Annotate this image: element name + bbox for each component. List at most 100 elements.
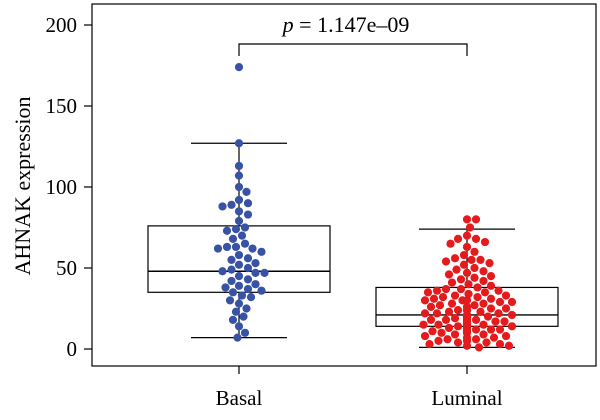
luminal-data-point	[453, 234, 463, 243]
luminal-data-point	[507, 297, 517, 307]
luminal-data-point	[495, 297, 505, 307]
luminal-data-point	[471, 315, 481, 324]
luminal-data-point	[462, 296, 472, 305]
luminal-data-point	[441, 315, 451, 324]
luminal-data-point	[480, 237, 490, 247]
basal-data-point	[242, 304, 251, 313]
y-tick-label: 0	[67, 337, 78, 361]
luminal-data-point	[479, 299, 488, 308]
basal-data-point	[227, 265, 236, 274]
luminal-data-point	[459, 260, 469, 269]
p-symbol: p	[281, 12, 294, 37]
basal-box	[147, 225, 331, 293]
luminal-data-point	[485, 259, 494, 268]
luminal-data-point	[471, 335, 481, 344]
p-value-annotation: p = 1.147e–09	[281, 12, 410, 37]
luminal-data-point	[434, 320, 443, 329]
basal-data-point	[234, 250, 244, 260]
luminal-data-point	[420, 309, 430, 318]
luminal-data-point	[420, 331, 430, 341]
basal-data-point	[231, 225, 241, 234]
basal-data-point	[251, 280, 260, 289]
luminal-data-point	[459, 250, 469, 260]
basal-data-point	[234, 281, 244, 290]
basal-data-point	[228, 288, 238, 297]
luminal-data-point	[446, 239, 455, 248]
luminal-data-point	[444, 270, 454, 279]
luminal-data-point	[426, 302, 436, 311]
basal-data-point	[242, 187, 251, 196]
luminal-data-point	[450, 330, 460, 339]
luminal-data-point	[480, 288, 490, 297]
luminal-data-point	[452, 265, 461, 274]
basal-data-point	[243, 210, 253, 219]
luminal-data-point	[473, 293, 482, 302]
basal-data-point	[243, 254, 253, 263]
luminal-data-point	[494, 309, 503, 318]
basal-data-point	[257, 286, 266, 295]
basal-data-point	[227, 200, 236, 209]
basal-data-point	[243, 199, 253, 208]
luminal-data-point	[456, 284, 466, 294]
luminal-data-point	[483, 312, 493, 321]
significance-bracket	[238, 43, 468, 56]
basal-data-point	[246, 293, 256, 302]
luminal-data-point	[479, 330, 488, 339]
luminal-data-point	[438, 293, 448, 302]
luminal-data-point	[471, 234, 481, 243]
basal-data-point	[213, 244, 223, 253]
luminal-data-point	[423, 288, 433, 297]
luminal-data-point	[470, 247, 479, 256]
basal-data-point	[218, 202, 227, 211]
luminal-data-point	[450, 291, 460, 300]
luminal-data-point	[464, 280, 473, 289]
luminal-data-point	[486, 294, 496, 303]
basal-data-point	[234, 195, 244, 205]
luminal-data-point	[465, 223, 475, 232]
basal-data-point	[222, 226, 232, 235]
luminal-data-point	[462, 242, 472, 252]
luminal-data-point	[470, 301, 479, 310]
luminal-data-point	[441, 257, 451, 266]
luminal-data-point	[441, 284, 451, 294]
luminal-data-point	[476, 307, 485, 316]
basal-data-point	[257, 247, 266, 256]
basal-data-point	[218, 267, 227, 276]
basal-data-point	[240, 328, 250, 337]
basal-data-point	[234, 139, 244, 148]
luminal-data-point	[419, 320, 428, 329]
luminal-data-point	[444, 307, 454, 316]
luminal-data-point	[443, 335, 452, 344]
basal-data-point	[231, 307, 241, 316]
luminal-data-point	[476, 255, 485, 264]
p-value-text: = 1.147e–09	[294, 12, 410, 37]
basal-data-point	[243, 275, 253, 284]
y-axis: 0 50 100 150 200	[46, 13, 92, 361]
luminal-data-point	[479, 276, 488, 286]
basal-data-point	[225, 296, 235, 305]
basal-data-point	[228, 315, 238, 324]
luminal-data-point	[453, 306, 463, 315]
luminal-data-point	[486, 325, 496, 334]
basal-data-point	[234, 272, 244, 281]
basal-data-point	[234, 171, 244, 180]
luminal-data-point	[435, 301, 445, 310]
basal-data-point	[234, 63, 244, 72]
luminal-data-point	[486, 281, 496, 290]
x-axis: Basal Luminal	[216, 366, 503, 410]
basal-data-point	[228, 234, 238, 243]
luminal-data-point	[494, 286, 503, 295]
luminal-data-point	[437, 328, 446, 337]
plot-frame	[91, 3, 597, 367]
luminal-data-point	[471, 325, 481, 334]
y-axis-title: AHNAK expression	[10, 96, 35, 275]
luminal-data-point	[444, 323, 454, 333]
luminal-data-point	[450, 254, 460, 263]
luminal-data-point	[425, 340, 434, 349]
luminal-data-point	[479, 267, 488, 276]
basal-data-point	[240, 223, 250, 232]
luminal-data-point	[507, 322, 517, 331]
x-tick-label-luminal: Luminal	[431, 386, 502, 410]
basal-data-point	[248, 244, 257, 253]
